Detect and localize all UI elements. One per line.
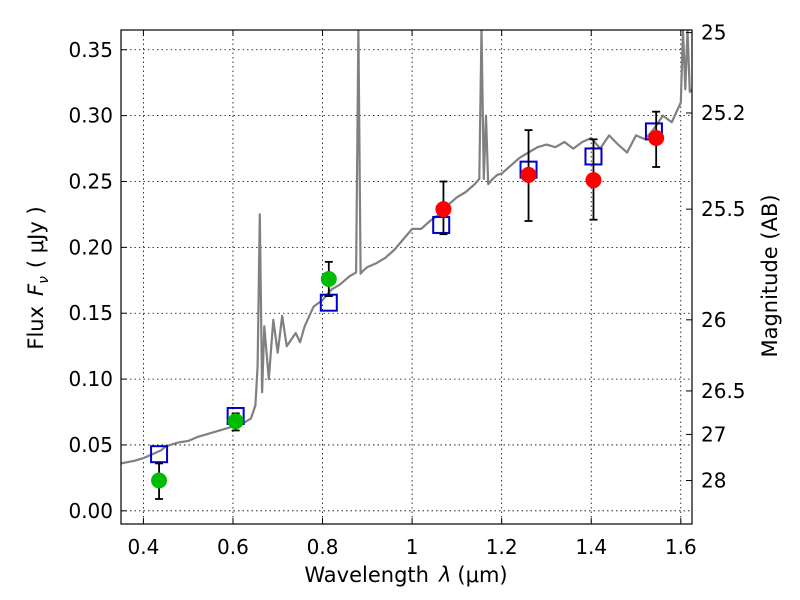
observed-point xyxy=(520,166,537,183)
y-tick-label: 0.25 xyxy=(68,169,113,193)
x-tick-label: 0.4 xyxy=(127,535,159,559)
x-tick-label: 1.6 xyxy=(665,535,697,559)
y-axis-ticks: 0.00 0.05 0.10 0.15 0.20 0.25 0.30 0.35 xyxy=(68,38,127,523)
y2-tick-label: 26.5 xyxy=(701,379,746,403)
model-photometry-points xyxy=(150,122,663,464)
y2-axis-label: Magnitude (AB) xyxy=(758,194,782,357)
y-tick-label: 0.05 xyxy=(68,433,113,457)
y2-tick-label: 25.5 xyxy=(701,197,746,221)
plot-area xyxy=(121,30,692,500)
x-axis-label: Wavelength λ (μm) xyxy=(304,563,507,587)
model-spectrum-line xyxy=(121,30,692,465)
y2-axis-ticks: 25 25.2 25.5 26 26.5 27 28 xyxy=(686,21,746,493)
y2-tick-label: 28 xyxy=(701,469,726,493)
observed-point xyxy=(320,270,337,287)
y-axis-label: FluxFν( μJy ) xyxy=(24,206,52,349)
observed-points xyxy=(151,130,665,489)
y2-tick-label: 25.2 xyxy=(701,101,746,125)
x-tick-label: 1.4 xyxy=(575,535,607,559)
x-axis-ticks: 0.4 0.6 0.8 1 1.2 1.4 1.6 xyxy=(127,30,697,559)
y2-tick-label: 26 xyxy=(701,308,726,332)
y-tick-label: 0.00 xyxy=(68,499,113,523)
model-photometry-square xyxy=(432,215,451,234)
observed-point xyxy=(648,130,665,147)
y-tick-label: 0.10 xyxy=(68,367,113,391)
observed-point xyxy=(227,413,244,430)
y2-tick-label: 25 xyxy=(701,21,726,45)
x-tick-label: 1.2 xyxy=(486,535,518,559)
error-bars xyxy=(155,110,661,500)
plot-frame xyxy=(120,29,693,525)
y-tick-label: 0.20 xyxy=(68,235,113,259)
y2-tick-label: 27 xyxy=(701,422,726,446)
y-tick-label: 0.30 xyxy=(68,104,113,128)
observed-point xyxy=(435,201,452,218)
model-photometry-square xyxy=(319,293,338,312)
observed-point xyxy=(151,472,168,489)
model-photometry-square xyxy=(150,445,169,464)
x-tick-label: 0.8 xyxy=(307,535,339,559)
grid xyxy=(121,30,692,524)
observed-point xyxy=(585,172,602,189)
y-tick-label: 0.35 xyxy=(68,38,113,62)
x-tick-label: 0.6 xyxy=(217,535,249,559)
y-tick-label: 0.15 xyxy=(68,301,113,325)
x-tick-label: 1 xyxy=(406,535,419,559)
